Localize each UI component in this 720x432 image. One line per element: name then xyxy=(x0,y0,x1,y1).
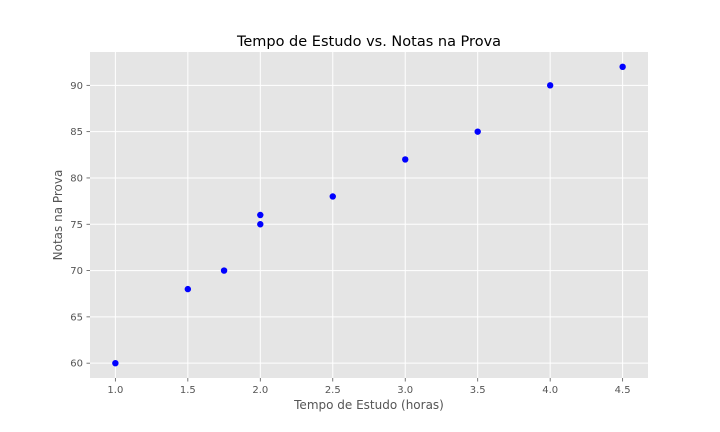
x-tick-label: 3.0 xyxy=(397,385,413,396)
x-tick-label: 3.5 xyxy=(470,385,486,396)
data-point xyxy=(257,211,264,219)
x-axis-label: Tempo de Estudo (horas) xyxy=(293,398,444,412)
data-point xyxy=(402,156,409,163)
data-point xyxy=(546,82,554,89)
x-tick-label: 2.5 xyxy=(325,385,341,396)
y-tick-label: 70 xyxy=(70,266,83,277)
y-tick-label: 90 xyxy=(70,81,83,92)
x-tick-label: 1.0 xyxy=(107,385,123,396)
y-tick-label: 65 xyxy=(70,312,83,323)
data-point xyxy=(329,193,336,200)
x-tick-label: 4.5 xyxy=(615,385,631,396)
grid-lines xyxy=(90,52,648,378)
data-point xyxy=(257,221,264,228)
data-point xyxy=(112,359,119,367)
plot-area xyxy=(90,52,648,378)
x-axis-ticks: 1.0 1.5 2.0 2.5 3.0 3.5 4.0 4.5 xyxy=(107,378,631,396)
y-tick-label: 80 xyxy=(70,173,83,184)
x-tick-label: 1.5 xyxy=(180,385,196,396)
y-tick-label: 60 xyxy=(70,359,83,370)
x-tick-label: 4.0 xyxy=(542,385,558,396)
y-axis-ticks: 60 65 70 75 80 85 90 xyxy=(70,81,90,370)
data-points xyxy=(112,63,626,367)
data-point xyxy=(220,267,228,274)
chart-title: Tempo de Estudo vs. Notas na Prova xyxy=(236,34,501,50)
x-tick-label: 2.0 xyxy=(252,385,268,396)
data-point xyxy=(474,128,481,135)
data-point xyxy=(184,285,192,293)
y-tick-label: 75 xyxy=(70,220,83,231)
data-point xyxy=(619,63,626,71)
y-tick-label: 85 xyxy=(70,127,83,138)
y-axis-label: Notas na Prova xyxy=(51,170,65,261)
